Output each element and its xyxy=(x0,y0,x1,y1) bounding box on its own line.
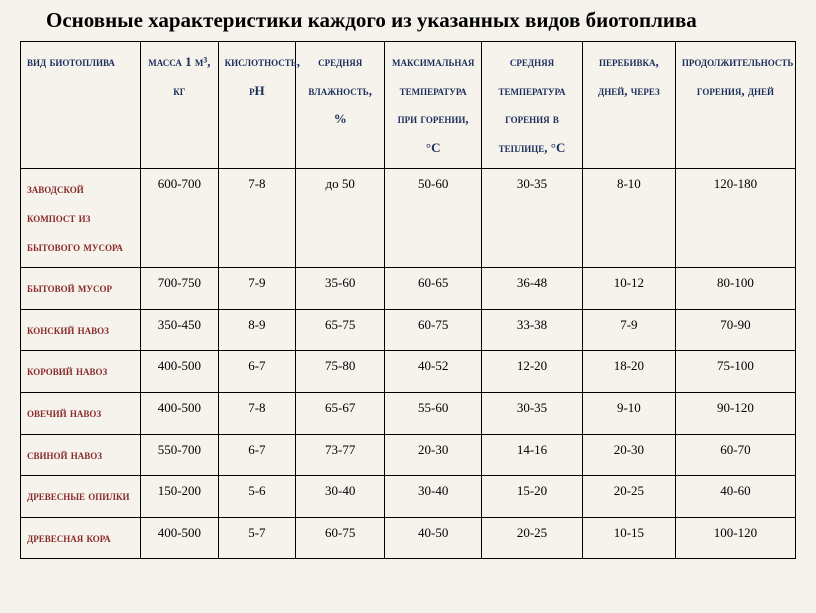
table-cell: 50-60 xyxy=(385,169,482,268)
table-cell: 350-450 xyxy=(141,309,219,351)
table-cell: 9-10 xyxy=(582,392,675,434)
table-cell: 400-500 xyxy=(141,517,219,559)
table-row: бытовой мусор700-7507-935-6060-6536-4810… xyxy=(21,268,796,310)
table-row: коровий навоз400-5006-775-8040-5212-2018… xyxy=(21,351,796,393)
table-cell: 18-20 xyxy=(582,351,675,393)
row-label: древесная кора xyxy=(21,517,141,559)
table-cell: до 50 xyxy=(296,169,385,268)
biofuel-table: вид биотоплива масса 1 м³, кг кислотност… xyxy=(20,41,796,559)
table-cell: 100-120 xyxy=(675,517,795,559)
table-cell: 400-500 xyxy=(141,392,219,434)
page: Основные характеристики каждого из указа… xyxy=(0,0,816,559)
table-cell: 8-10 xyxy=(582,169,675,268)
table-cell: 20-30 xyxy=(385,434,482,476)
table-cell: 90-120 xyxy=(675,392,795,434)
table-cell: 30-40 xyxy=(385,476,482,518)
row-label: древесные опилки xyxy=(21,476,141,518)
row-label: овечий навоз xyxy=(21,392,141,434)
table-cell: 30-40 xyxy=(296,476,385,518)
table-cell: 7-9 xyxy=(218,268,296,310)
table-cell: 6-7 xyxy=(218,434,296,476)
table-row: древесная кора400-5005-760-7540-5020-251… xyxy=(21,517,796,559)
table-cell: 10-15 xyxy=(582,517,675,559)
col-header: кислотность, pH xyxy=(218,42,296,169)
page-title: Основные характеристики каждого из указа… xyxy=(20,8,796,33)
table-cell: 10-12 xyxy=(582,268,675,310)
table-cell: 60-75 xyxy=(296,517,385,559)
col-header: перебивка, дней, через xyxy=(582,42,675,169)
table-cell: 30-35 xyxy=(482,169,583,268)
table-row: конский навоз350-4508-965-7560-7533-387-… xyxy=(21,309,796,351)
table-cell: 60-75 xyxy=(385,309,482,351)
table-cell: 40-52 xyxy=(385,351,482,393)
table-cell: 550-700 xyxy=(141,434,219,476)
table-cell: 75-80 xyxy=(296,351,385,393)
col-header: средняя температура горения в теплице, °… xyxy=(482,42,583,169)
row-label: свиной навоз xyxy=(21,434,141,476)
table-cell: 60-65 xyxy=(385,268,482,310)
table-cell: 73-77 xyxy=(296,434,385,476)
table-cell: 7-8 xyxy=(218,169,296,268)
table-cell: 20-25 xyxy=(582,476,675,518)
table-row: древесные опилки150-2005-630-4030-4015-2… xyxy=(21,476,796,518)
col-header: вид биотоплива xyxy=(21,42,141,169)
table-cell: 7-9 xyxy=(582,309,675,351)
table-cell: 400-500 xyxy=(141,351,219,393)
table-row: овечий навоз400-5007-865-6755-6030-359-1… xyxy=(21,392,796,434)
table-cell: 35-60 xyxy=(296,268,385,310)
table-cell: 75-100 xyxy=(675,351,795,393)
table-cell: 36-48 xyxy=(482,268,583,310)
table-cell: 65-67 xyxy=(296,392,385,434)
col-header: продолжительность горения, дней xyxy=(675,42,795,169)
table-cell: 20-30 xyxy=(582,434,675,476)
table-cell: 20-25 xyxy=(482,517,583,559)
table-row: свиной навоз550-7006-773-7720-3014-1620-… xyxy=(21,434,796,476)
row-label: заводской компост из бытового мусора xyxy=(21,169,141,268)
table-cell: 600-700 xyxy=(141,169,219,268)
table-cell: 15-20 xyxy=(482,476,583,518)
table-cell: 14-16 xyxy=(482,434,583,476)
table-cell: 65-75 xyxy=(296,309,385,351)
table-cell: 70-90 xyxy=(675,309,795,351)
table-body: заводской компост из бытового мусора600-… xyxy=(21,169,796,559)
table-cell: 12-20 xyxy=(482,351,583,393)
table-cell: 8-9 xyxy=(218,309,296,351)
table-cell: 120-180 xyxy=(675,169,795,268)
table-cell: 150-200 xyxy=(141,476,219,518)
table-cell: 40-50 xyxy=(385,517,482,559)
row-label: конский навоз xyxy=(21,309,141,351)
col-header: масса 1 м³, кг xyxy=(141,42,219,169)
table-cell: 5-6 xyxy=(218,476,296,518)
table-cell: 40-60 xyxy=(675,476,795,518)
col-header: средняя влажность, % xyxy=(296,42,385,169)
col-header: максимальная температура при горении, °C xyxy=(385,42,482,169)
table-cell: 700-750 xyxy=(141,268,219,310)
table-cell: 7-8 xyxy=(218,392,296,434)
table-cell: 55-60 xyxy=(385,392,482,434)
table-cell: 60-70 xyxy=(675,434,795,476)
table-cell: 80-100 xyxy=(675,268,795,310)
table-row: заводской компост из бытового мусора600-… xyxy=(21,169,796,268)
table-cell: 6-7 xyxy=(218,351,296,393)
row-label: бытовой мусор xyxy=(21,268,141,310)
table-cell: 33-38 xyxy=(482,309,583,351)
row-label: коровий навоз xyxy=(21,351,141,393)
table-cell: 30-35 xyxy=(482,392,583,434)
table-cell: 5-7 xyxy=(218,517,296,559)
table-header: вид биотоплива масса 1 м³, кг кислотност… xyxy=(21,42,796,169)
